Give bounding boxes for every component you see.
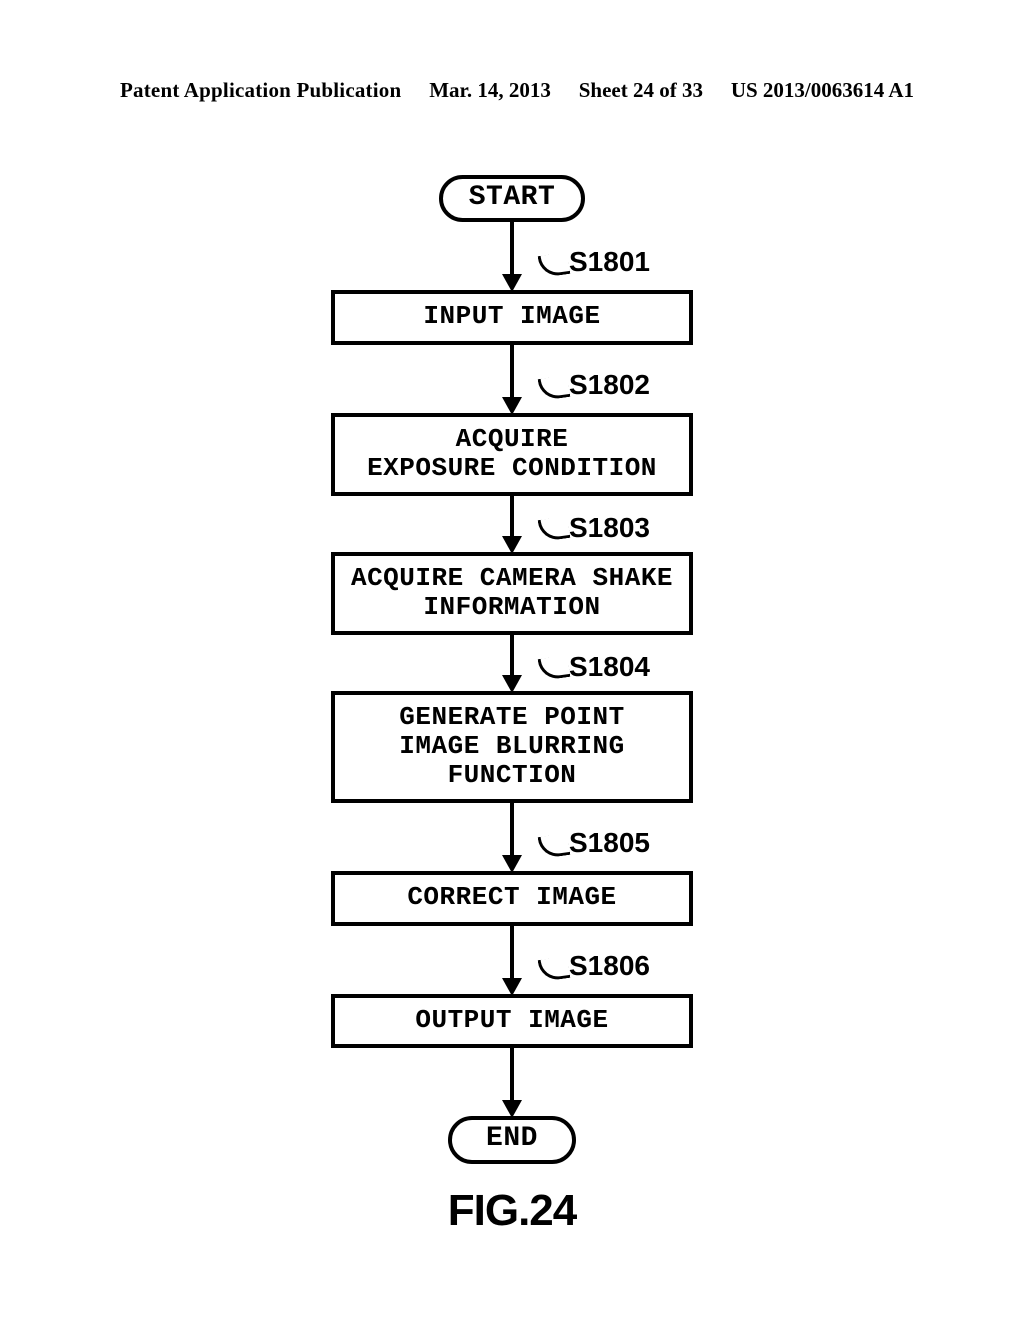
page-header: Patent Application Publication Mar. 14, … bbox=[0, 78, 1024, 103]
arrow: S1804 bbox=[331, 635, 693, 691]
step-box: CORRECT IMAGE bbox=[331, 871, 693, 926]
step-box: OUTPUT IMAGE bbox=[331, 994, 693, 1049]
arrow: S1803 bbox=[331, 496, 693, 552]
arrow bbox=[331, 1048, 693, 1116]
step-tag: S1801 bbox=[569, 246, 650, 278]
step-tag: S1806 bbox=[569, 950, 650, 982]
arrow: S1801 bbox=[331, 222, 693, 290]
arrow: S1805 bbox=[331, 803, 693, 871]
terminator-start: START bbox=[439, 175, 586, 222]
step-box: GENERATE POINT IMAGE BLURRING FUNCTION bbox=[331, 691, 693, 803]
step-box: ACQUIRE EXPOSURE CONDITION bbox=[331, 413, 693, 496]
flowchart: START S1801 INPUT IMAGE S1802 ACQUIRE EX… bbox=[0, 175, 1024, 1236]
arrow: S1806 bbox=[331, 926, 693, 994]
step-tag: S1805 bbox=[569, 827, 650, 859]
header-sheet: Sheet 24 of 33 bbox=[579, 78, 703, 103]
step-box: ACQUIRE CAMERA SHAKE INFORMATION bbox=[331, 552, 693, 635]
step-box: INPUT IMAGE bbox=[331, 290, 693, 345]
header-publication: Patent Application Publication bbox=[120, 78, 401, 103]
arrow: S1802 bbox=[331, 345, 693, 413]
header-doc-number: US 2013/0063614 A1 bbox=[731, 78, 914, 103]
header-date: Mar. 14, 2013 bbox=[429, 78, 551, 103]
step-tag: S1802 bbox=[569, 369, 650, 401]
step-tag: S1803 bbox=[569, 512, 650, 544]
figure-label: FIG.24 bbox=[448, 1186, 577, 1236]
terminator-end: END bbox=[448, 1116, 576, 1163]
step-tag: S1804 bbox=[569, 651, 650, 683]
